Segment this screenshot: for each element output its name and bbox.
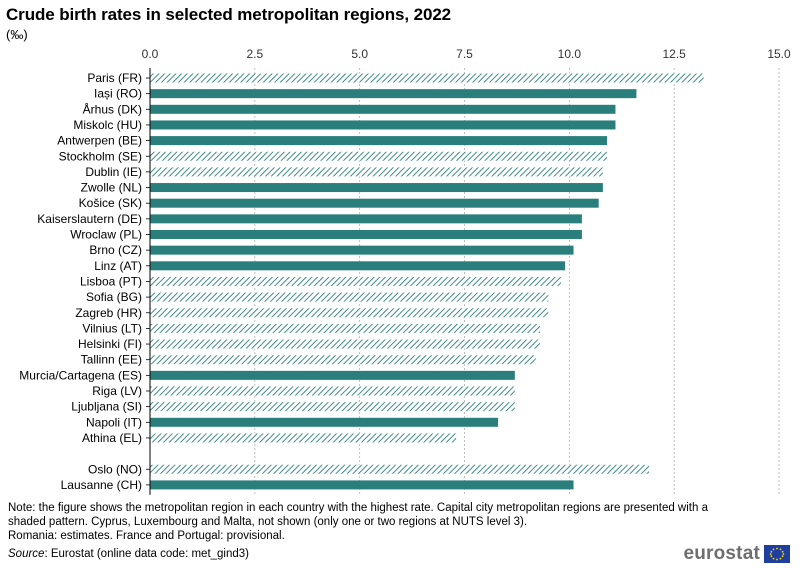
category-label: Iași (RO): [94, 87, 142, 101]
category-label: Oslo (NO): [88, 462, 142, 476]
x-tick-label: 5.0: [351, 47, 368, 61]
bar: [150, 89, 637, 99]
category-label: Murcia/Cartagena (ES): [19, 368, 142, 382]
bar: [150, 370, 515, 380]
x-tick-label: 7.5: [456, 47, 473, 61]
x-tick-label: 0.0: [142, 47, 159, 61]
bar: [150, 276, 561, 286]
category-label: Stockholm (SE): [59, 149, 142, 163]
category-label: Wroclaw (PL): [70, 228, 142, 242]
bar: [150, 214, 582, 224]
category-label: Antwerpen (BE): [57, 134, 142, 148]
x-axis-ticks: 0.0 2.5 5.0 7.5 10.0 12.5 15.0: [142, 47, 791, 61]
bar: [150, 323, 540, 333]
chart-title: Crude birth rates in selected metropolit…: [6, 5, 452, 24]
category-label: Lisboa (PT): [80, 274, 142, 288]
category-label: Linz (AT): [94, 259, 142, 273]
category-label: Zagreb (HR): [75, 306, 142, 320]
category-label: Helsinki (FI): [78, 337, 142, 351]
x-tick-label: 2.5: [246, 47, 263, 61]
bar: [150, 292, 549, 302]
bar: [150, 151, 608, 161]
category-label: Århus (DK): [83, 101, 142, 116]
bar: [150, 198, 599, 208]
source-text: : Eurostat (online data code: met_gind3): [44, 548, 250, 560]
category-label: Tallinn (EE): [81, 353, 142, 367]
note-text: Note: the figure shows the metropolitan …: [8, 502, 708, 528]
bar: [150, 339, 540, 349]
note-text-2: Romania: estimates. France and Portugal:…: [8, 530, 285, 542]
logo-text: eurostat: [683, 543, 760, 564]
bar: [150, 230, 582, 239]
category-label: Kaiserslautern (DE): [37, 212, 142, 226]
category-label: Sofia (BG): [86, 290, 142, 304]
eu-flag-icon: [764, 545, 790, 563]
chart-notes: Note: the figure shows the metropolitan …: [8, 501, 708, 543]
bar: [150, 480, 574, 490]
bar-chart: 0.0 2.5 5.0 7.5 10.0 12.5 15.0 Paris (FR) Iași …: [19, 47, 791, 495]
chart-unit: (‰): [6, 27, 28, 42]
x-tick-label: 12.5: [662, 47, 686, 61]
category-label: Miskolc (HU): [73, 118, 142, 132]
bar: [150, 417, 499, 427]
category-label: Napoli (IT): [86, 415, 142, 429]
source-line: Source: Eurostat (online data code: met_…: [8, 548, 249, 560]
category-label: Athina (EL): [82, 431, 142, 445]
bar: [150, 136, 608, 146]
bar: [150, 120, 616, 130]
bar: [150, 355, 536, 365]
bar: [150, 433, 457, 443]
category-label: Riga (LV): [92, 384, 142, 398]
category-label: Brno (CZ): [89, 243, 142, 257]
category-label: Lausanne (CH): [61, 478, 142, 492]
bar: [150, 464, 650, 474]
bar: [150, 402, 515, 412]
category-label: Ljubljana (SI): [71, 400, 142, 414]
bar: [150, 73, 704, 83]
x-tick-label: 10.0: [558, 47, 582, 61]
category-label: Zwolle (NL): [81, 181, 142, 195]
bar: [150, 104, 616, 114]
bar: [150, 167, 603, 177]
x-tick-label: 15.0: [767, 47, 791, 61]
category-label: Vilnius (LT): [82, 321, 142, 335]
category-label: Dublin (IE): [85, 165, 142, 179]
eurostat-logo: eurostat: [683, 543, 790, 565]
category-labels: Paris (FR) Iași (RO)Århus (DK) Miskolc (HU…: [19, 71, 150, 492]
bar: [150, 308, 549, 318]
source-label: Source: [8, 548, 45, 560]
bar: [150, 261, 566, 271]
category-label: Paris (FR): [87, 71, 142, 85]
bar: [150, 245, 574, 255]
bar: [150, 183, 603, 193]
bar: [150, 386, 515, 396]
bars: [150, 73, 704, 490]
category-label: Košice (SK): [79, 196, 142, 210]
